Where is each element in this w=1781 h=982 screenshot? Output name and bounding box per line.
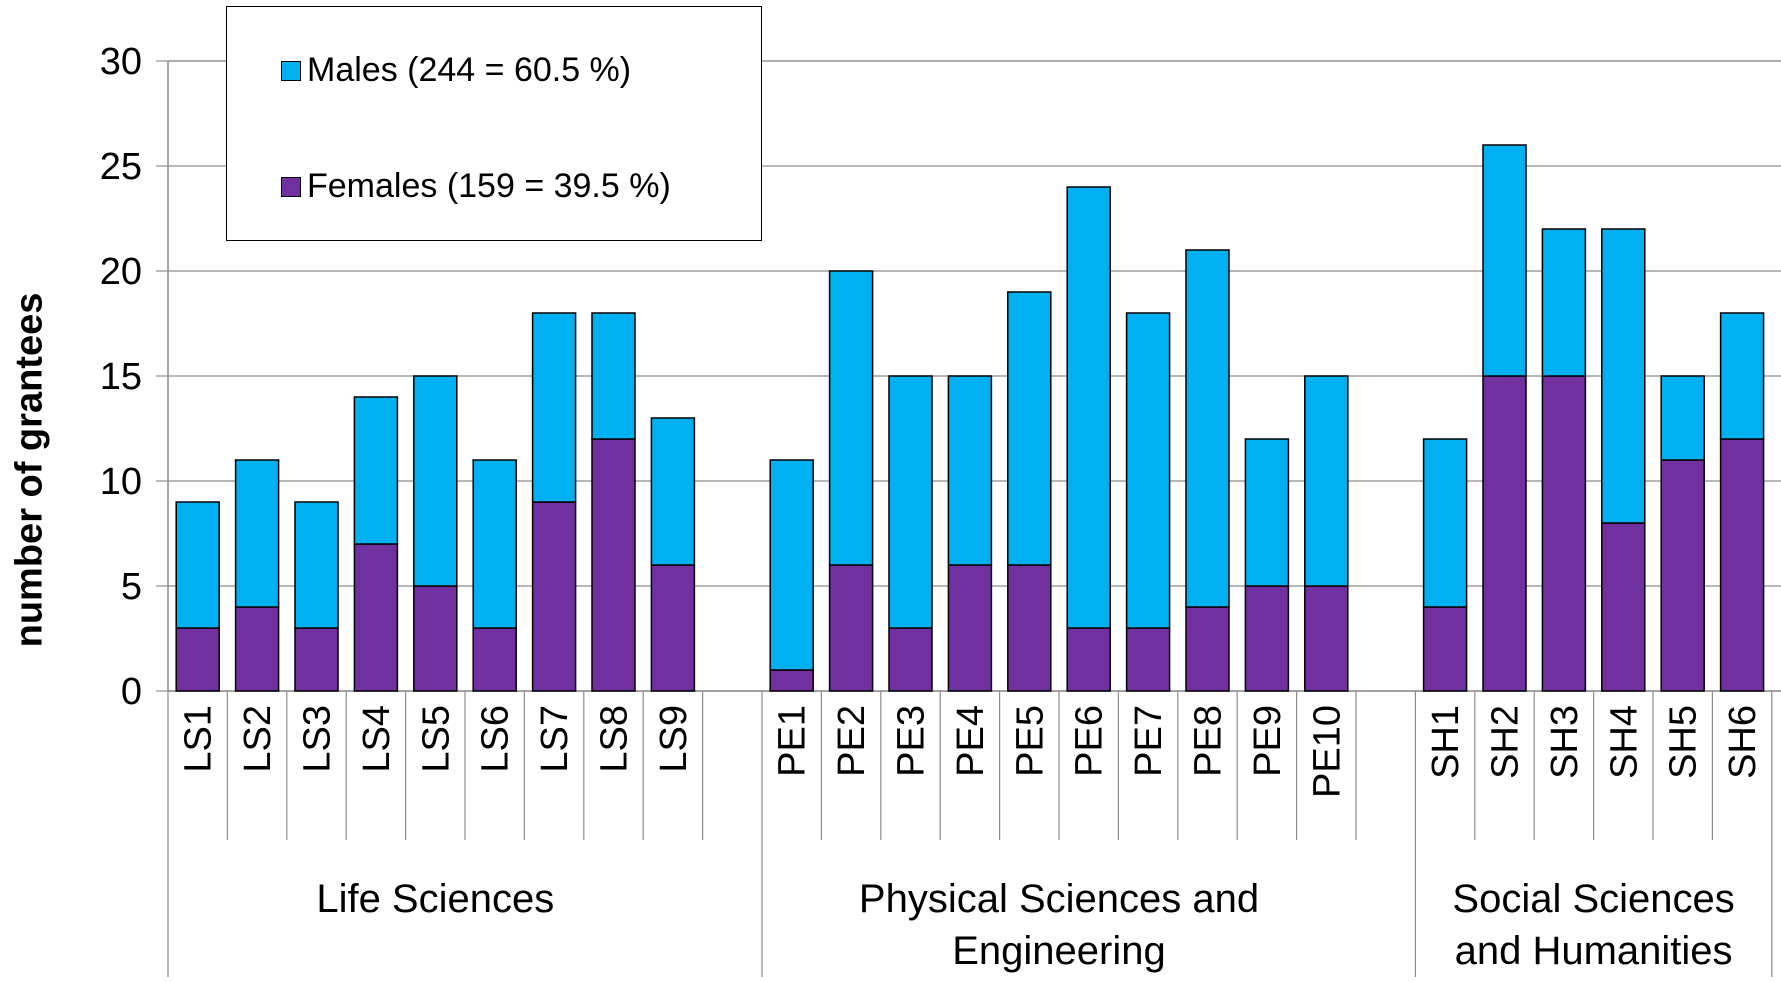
x-tick-label-pe5: PE5 bbox=[1009, 705, 1051, 777]
x-tick-label-pe3: PE3 bbox=[891, 705, 933, 777]
bar-males-pe10 bbox=[1304, 375, 1349, 587]
bar-females-ls4 bbox=[353, 543, 399, 692]
legend: Males (244 = 60.5 %) Females (159 = 39.5… bbox=[226, 6, 762, 241]
bar-females-ls5 bbox=[413, 585, 458, 692]
group-label-2: and Humanities bbox=[1455, 929, 1733, 973]
bar-males-pe7 bbox=[1125, 312, 1171, 629]
y-tick-label: 5 bbox=[121, 566, 142, 608]
x-tick-label-ls4: LS4 bbox=[356, 705, 398, 773]
x-tick-label-sh5: SH5 bbox=[1663, 705, 1705, 779]
x-tick-label-sh2: SH2 bbox=[1485, 705, 1527, 779]
bar-females-pe10 bbox=[1304, 585, 1349, 692]
y-tick-label: 10 bbox=[100, 461, 142, 503]
bar-females-sh5 bbox=[1660, 459, 1705, 692]
bar-males-ls8 bbox=[591, 312, 636, 440]
group-label-1: Physical Sciences and bbox=[859, 877, 1259, 921]
group-label-2: Social Sciences bbox=[1452, 877, 1734, 921]
bar-females-ls2 bbox=[234, 606, 280, 692]
y-tick-label: 30 bbox=[100, 41, 142, 83]
x-tick-label-ls2: LS2 bbox=[237, 705, 279, 773]
group-label-0: Life Sciences bbox=[316, 877, 554, 921]
legend-swatch-males bbox=[281, 60, 301, 81]
x-tick-label-pe4: PE4 bbox=[950, 705, 992, 777]
x-tick-label-pe2: PE2 bbox=[831, 705, 873, 777]
x-tick-label-sh1: SH1 bbox=[1425, 705, 1467, 779]
legend-swatch-females bbox=[281, 176, 301, 197]
bar-males-pe2 bbox=[828, 270, 874, 566]
x-tick-label-ls1: LS1 bbox=[178, 705, 220, 773]
bar-males-sh6 bbox=[1719, 312, 1765, 440]
bar-females-ls7 bbox=[531, 501, 577, 692]
legend-label-males: Males (244 = 60.5 %) bbox=[307, 51, 632, 89]
x-tick-label-pe7: PE7 bbox=[1128, 705, 1170, 777]
legend-label-females: Females (159 = 39.5 %) bbox=[307, 167, 671, 205]
legend-item-males: Males (244 = 60.5 %) bbox=[281, 51, 631, 90]
bar-females-sh6 bbox=[1719, 438, 1765, 692]
bar-females-pe9 bbox=[1244, 585, 1290, 692]
group-label-1: Engineering bbox=[952, 929, 1166, 973]
x-tick-label-ls8: LS8 bbox=[594, 705, 636, 773]
bar-males-ls4 bbox=[353, 396, 399, 545]
y-axis-label: number of grantees bbox=[8, 292, 51, 648]
bar-males-pe5 bbox=[1007, 291, 1052, 566]
bar-females-ls8 bbox=[591, 438, 636, 692]
bar-females-ls9 bbox=[650, 564, 696, 692]
bar-males-ls3 bbox=[294, 501, 339, 629]
bar-females-sh4 bbox=[1601, 522, 1646, 692]
bar-females-pe6 bbox=[1066, 627, 1111, 692]
bar-males-ls6 bbox=[472, 459, 517, 629]
bar-males-ls9 bbox=[650, 417, 696, 566]
bar-males-pe3 bbox=[888, 375, 933, 629]
bar-females-pe4 bbox=[947, 564, 993, 692]
bar-males-sh5 bbox=[1660, 375, 1705, 461]
bar-males-sh3 bbox=[1541, 228, 1587, 377]
x-tick-label-sh4: SH4 bbox=[1603, 705, 1645, 779]
bar-females-ls6 bbox=[472, 627, 517, 692]
bar-males-sh1 bbox=[1422, 438, 1468, 608]
x-tick-label-pe10: PE10 bbox=[1306, 705, 1348, 798]
bar-males-pe8 bbox=[1185, 249, 1230, 608]
bar-females-sh2 bbox=[1482, 375, 1527, 692]
x-tick-label-pe1: PE1 bbox=[772, 705, 814, 777]
x-tick-label-ls3: LS3 bbox=[297, 705, 339, 773]
bar-females-pe8 bbox=[1185, 606, 1230, 692]
bar-males-ls7 bbox=[531, 312, 577, 503]
bar-females-sh3 bbox=[1541, 375, 1587, 692]
bar-females-ls3 bbox=[294, 627, 339, 692]
x-tick-label-pe8: PE8 bbox=[1188, 705, 1230, 777]
bar-males-ls1 bbox=[175, 501, 220, 629]
bar-males-sh4 bbox=[1601, 228, 1646, 524]
bar-males-pe9 bbox=[1244, 438, 1290, 587]
bar-males-pe6 bbox=[1066, 186, 1111, 629]
x-tick-label-ls7: LS7 bbox=[534, 705, 576, 773]
bar-females-ls1 bbox=[175, 627, 220, 692]
x-tick-label-sh3: SH3 bbox=[1544, 705, 1586, 779]
bar-females-pe7 bbox=[1125, 627, 1171, 692]
bar-females-pe3 bbox=[888, 627, 933, 692]
bar-males-ls5 bbox=[413, 375, 458, 587]
legend-item-females: Females (159 = 39.5 %) bbox=[281, 167, 671, 206]
bar-females-sh1 bbox=[1422, 606, 1468, 692]
y-tick-label: 25 bbox=[100, 146, 142, 188]
bar-females-pe2 bbox=[828, 564, 874, 692]
bar-males-sh2 bbox=[1482, 144, 1527, 377]
x-tick-label-ls6: LS6 bbox=[475, 705, 517, 773]
y-tick-label: 0 bbox=[121, 671, 142, 713]
bar-males-pe4 bbox=[947, 375, 993, 566]
bar-females-pe1 bbox=[769, 669, 814, 692]
x-tick-label-pe9: PE9 bbox=[1247, 705, 1289, 777]
y-tick-label: 15 bbox=[100, 356, 142, 398]
x-tick-label-pe6: PE6 bbox=[1069, 705, 1111, 777]
bar-females-pe5 bbox=[1007, 564, 1052, 692]
x-tick-label-sh6: SH6 bbox=[1722, 705, 1764, 779]
bar-males-ls2 bbox=[234, 459, 280, 608]
bar-males-pe1 bbox=[769, 459, 814, 671]
y-tick-label: 20 bbox=[100, 251, 142, 293]
x-tick-label-ls9: LS9 bbox=[653, 705, 695, 773]
x-tick-label-ls5: LS5 bbox=[415, 705, 457, 773]
